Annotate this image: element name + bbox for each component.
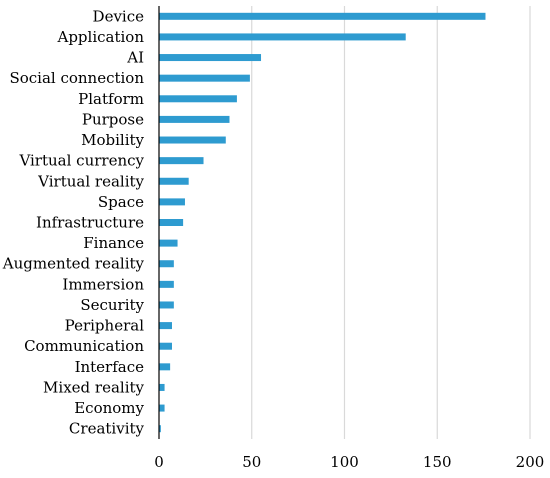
x-tick-label-200: 200 xyxy=(516,453,545,471)
category-label-space: Space xyxy=(98,193,144,211)
x-tick-label-50: 50 xyxy=(242,453,261,471)
category-label-finance: Finance xyxy=(83,234,144,252)
category-label-security: Security xyxy=(80,296,144,314)
category-label-economy: Economy xyxy=(74,399,144,417)
bar-finance xyxy=(159,239,178,247)
category-label-platform: Platform xyxy=(78,90,144,108)
x-tick-label-100: 100 xyxy=(330,453,359,471)
bar-security xyxy=(159,301,174,309)
bar-communication xyxy=(159,342,172,350)
category-label-interface: Interface xyxy=(75,358,145,376)
x-tick-labels: 0 50 100 150 200 xyxy=(154,453,544,471)
bar-creativity xyxy=(159,425,161,433)
bar-economy xyxy=(159,404,165,412)
bar-mixed-reality xyxy=(159,383,165,391)
bar-virtual-currency xyxy=(159,157,204,165)
gridlines xyxy=(251,6,531,439)
bar-immersion xyxy=(159,280,174,288)
category-label-application: Application xyxy=(57,28,145,46)
bar-device xyxy=(159,12,486,20)
category-label-mixed-reality: Mixed reality xyxy=(43,378,144,396)
bar-social-connection xyxy=(159,74,250,82)
x-tick-label-0: 0 xyxy=(154,453,164,471)
bar-virtual-reality xyxy=(159,177,189,185)
category-label-ai: AI xyxy=(126,49,144,67)
bar-space xyxy=(159,198,185,206)
category-label-mobility: Mobility xyxy=(81,131,144,149)
category-label-virtual-reality: Virtual reality xyxy=(37,172,144,190)
bar-peripheral xyxy=(159,322,172,330)
category-labels: Device Application AI Social connection Plat… xyxy=(2,7,145,437)
bar-interface xyxy=(159,363,171,371)
bar-ai xyxy=(159,54,262,62)
category-label-peripheral: Peripheral xyxy=(65,317,145,335)
bar-augmented-reality xyxy=(159,260,174,268)
bar-platform xyxy=(159,95,237,103)
category-label-social-connection: Social connection xyxy=(9,69,144,87)
bar-application xyxy=(159,33,406,41)
bar-infrastructure xyxy=(159,219,184,226)
category-label-communication: Communication xyxy=(24,337,144,355)
category-label-infrastructure: Infrastructure xyxy=(36,214,144,232)
category-label-device: Device xyxy=(93,7,145,25)
bar-purpose xyxy=(159,115,230,123)
category-label-creativity: Creativity xyxy=(69,420,145,438)
bar-mobility xyxy=(159,136,226,144)
x-tick-label-150: 150 xyxy=(423,453,452,471)
category-label-immersion: Immersion xyxy=(62,275,144,293)
category-label-purpose: Purpose xyxy=(82,110,144,128)
bars xyxy=(159,12,486,433)
category-label-augmented-reality: Augmented reality xyxy=(2,255,145,273)
category-label-virtual-currency: Virtual currency xyxy=(18,152,144,170)
